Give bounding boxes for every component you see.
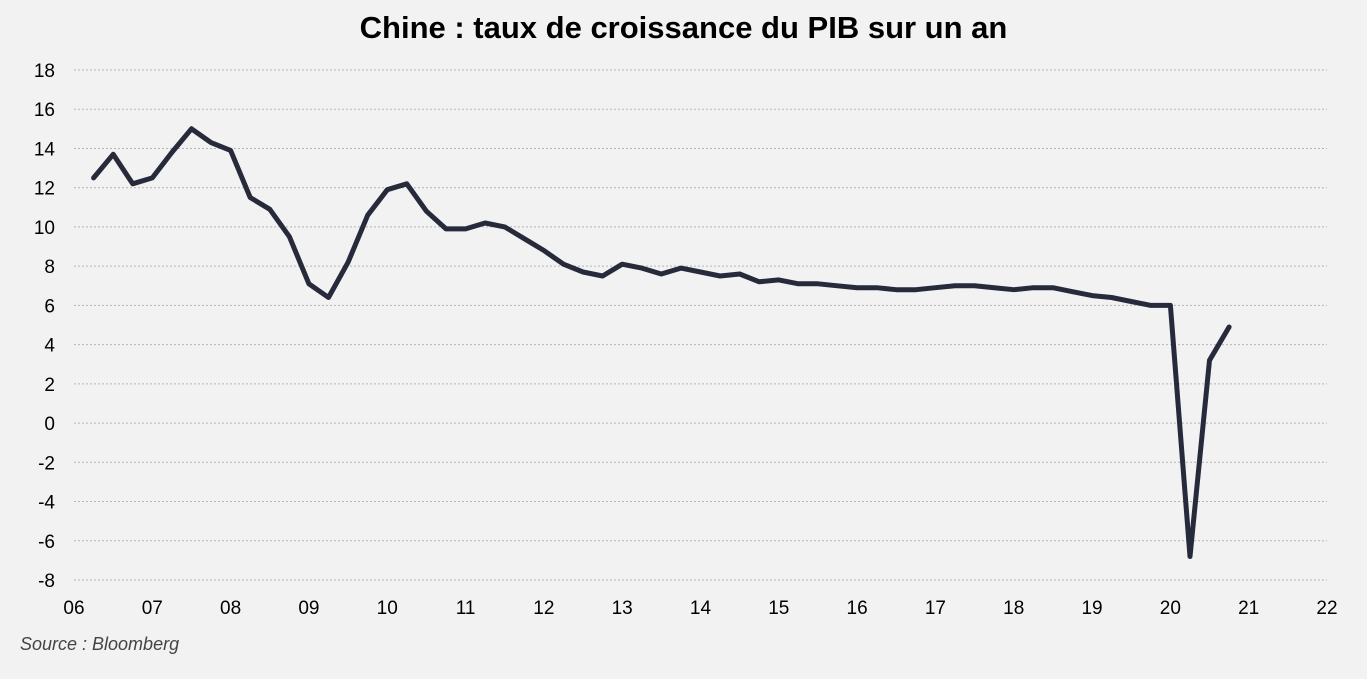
data-point <box>151 176 154 179</box>
x-tick-label: 09 <box>298 598 319 619</box>
data-point <box>307 282 310 285</box>
data-point <box>249 196 252 199</box>
data-point <box>405 182 408 185</box>
x-tick-label: 12 <box>533 598 554 619</box>
y-tick-label: 2 <box>44 375 55 396</box>
x-tick-label: 07 <box>142 598 163 619</box>
data-point <box>92 176 95 179</box>
chart-title: Chine : taux de croissance du PIB sur un… <box>359 10 1008 45</box>
y-tick-label: -6 <box>38 532 55 553</box>
x-tick-label: 19 <box>1081 598 1102 619</box>
data-point <box>347 261 350 264</box>
y-tick-label: 16 <box>34 100 55 121</box>
data-point <box>542 249 545 252</box>
data-point <box>1169 304 1172 307</box>
y-tick-label: -8 <box>38 571 55 592</box>
data-point <box>836 284 839 287</box>
series-group <box>91 126 1232 559</box>
data-point <box>954 284 957 287</box>
y-tick-label: 14 <box>34 139 56 160</box>
x-tick-label: 10 <box>377 598 398 619</box>
data-point <box>268 208 271 211</box>
x-tick-label: 17 <box>925 598 946 619</box>
data-point <box>386 188 389 191</box>
data-point <box>679 267 682 270</box>
data-point <box>1208 359 1211 362</box>
data-point <box>1149 304 1152 307</box>
y-tick-label: -4 <box>38 493 55 514</box>
x-tick-label: 15 <box>768 598 789 619</box>
data-point <box>288 235 291 238</box>
data-point <box>1091 294 1094 297</box>
data-point <box>523 237 526 240</box>
x-tick-label: 08 <box>220 598 241 619</box>
data-point <box>856 286 859 289</box>
data-point <box>112 153 115 156</box>
data-point <box>1188 555 1191 558</box>
data-point <box>660 273 663 275</box>
x-tick-label: 22 <box>1316 598 1337 619</box>
data-point <box>1071 290 1074 293</box>
data-point <box>503 225 506 228</box>
data-point <box>895 288 898 291</box>
data-point <box>1012 288 1015 291</box>
data-point <box>1228 325 1231 328</box>
data-point <box>816 282 819 285</box>
y-tick-label: 6 <box>44 296 55 317</box>
data-point <box>484 222 487 224</box>
data-point <box>973 284 976 287</box>
data-point <box>934 286 937 289</box>
data-point <box>210 141 213 144</box>
x-tick-label: 11 <box>456 598 476 619</box>
y-tick-label: 8 <box>44 257 55 278</box>
data-point <box>190 127 193 130</box>
y-tick-label: 0 <box>44 414 55 435</box>
y-tick-label: 4 <box>44 336 55 357</box>
x-axis-tick-labels: 06 07 08 09 10 11 12 13 14 15 16 17 18 19 20 21 22 <box>63 598 1337 619</box>
gridlines <box>74 69 1327 581</box>
data-point <box>582 271 585 274</box>
data-point <box>425 210 428 213</box>
data-point <box>366 214 369 217</box>
series-line <box>91 126 1232 559</box>
y-tick-label: 18 <box>34 61 55 82</box>
data-point <box>601 274 604 277</box>
y-tick-label: 12 <box>34 179 55 200</box>
x-tick-label: 18 <box>1003 598 1024 619</box>
data-point <box>797 282 800 285</box>
x-tick-label: 20 <box>1160 598 1181 619</box>
data-point <box>444 227 447 230</box>
data-point <box>758 280 761 283</box>
data-point <box>640 267 643 270</box>
data-point <box>914 288 917 291</box>
data-point <box>621 263 624 266</box>
data-point <box>327 296 330 299</box>
x-tick-label: 13 <box>612 598 633 619</box>
source-note: Source : Bloomberg <box>20 634 180 654</box>
x-tick-label: 16 <box>847 598 868 619</box>
x-tick-label: 06 <box>63 598 84 619</box>
x-tick-label: 21 <box>1238 598 1259 619</box>
data-point <box>131 182 134 185</box>
data-point <box>1051 286 1054 289</box>
data-point <box>1130 300 1133 303</box>
data-point <box>777 278 780 281</box>
y-axis-tick-labels: -8 -6 -4 -2 0 2 4 6 8 10 12 14 16 18 <box>34 61 56 592</box>
data-point <box>719 274 722 277</box>
data-point <box>1032 286 1035 289</box>
data-point <box>170 151 173 154</box>
data-point <box>562 263 565 266</box>
data-point <box>993 286 996 289</box>
data-point <box>738 273 741 275</box>
x-tick-label: 14 <box>690 598 712 619</box>
data-point <box>699 271 702 274</box>
data-point <box>1110 296 1113 299</box>
data-point <box>464 227 467 230</box>
data-point <box>229 149 232 152</box>
data-point <box>875 286 878 289</box>
y-tick-label: 10 <box>34 218 55 239</box>
y-tick-label: -2 <box>38 453 55 474</box>
